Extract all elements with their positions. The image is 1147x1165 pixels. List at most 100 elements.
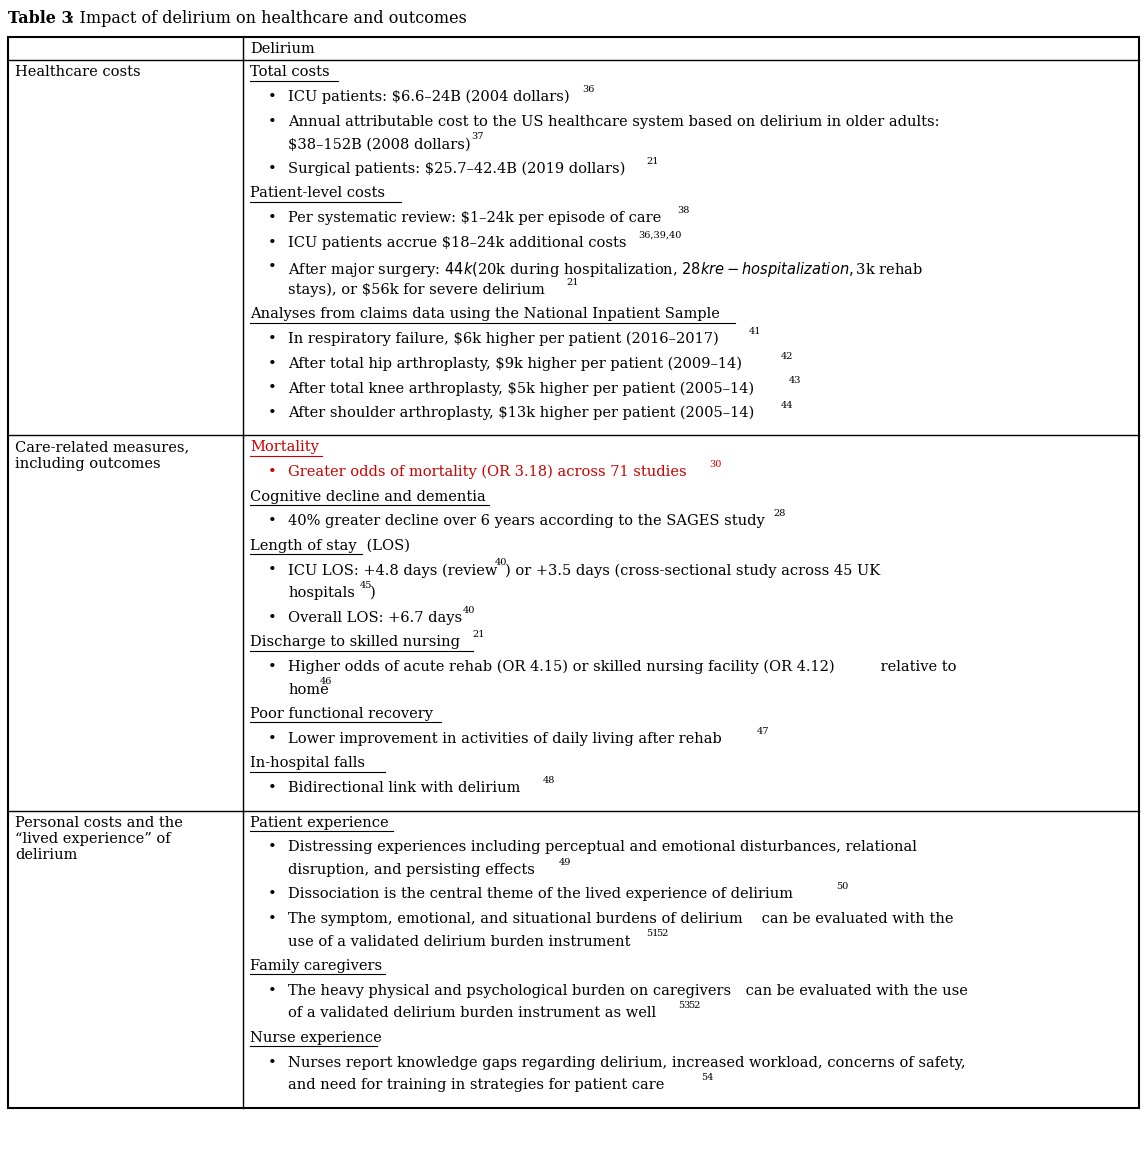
Text: and need for training in strategies for patient care: and need for training in strategies for … — [288, 1078, 664, 1092]
Text: •: • — [268, 211, 276, 225]
Text: ) or +3.5 days (cross-sectional study across 45 UK: ) or +3.5 days (cross-sectional study ac… — [506, 564, 881, 578]
Text: 45: 45 — [360, 581, 372, 589]
Text: Table 3: Table 3 — [8, 10, 72, 27]
Text: 50: 50 — [836, 882, 849, 891]
Text: 21: 21 — [473, 630, 485, 640]
Text: (LOS): (LOS) — [361, 539, 409, 553]
Text: After major surgery: $44k ($20k during hospitalization, $28k re-hospitalization,: After major surgery: $44k ($20k during h… — [288, 260, 923, 280]
Text: Discharge to skilled nursing: Discharge to skilled nursing — [250, 635, 460, 649]
Text: 40% greater decline over 6 years according to the SAGES study: 40% greater decline over 6 years accordi… — [288, 514, 765, 528]
Text: Care-related measures,
including outcomes: Care-related measures, including outcome… — [15, 440, 189, 471]
Text: Nurse experience: Nurse experience — [250, 1031, 382, 1045]
Text: Patient experience: Patient experience — [250, 816, 389, 829]
Text: Surgical patients: $25.7–42.4B (2019 dollars): Surgical patients: $25.7–42.4B (2019 dol… — [288, 162, 625, 176]
Text: $38–152B (2008 dollars): $38–152B (2008 dollars) — [288, 137, 471, 151]
Text: Mortality: Mortality — [250, 440, 319, 454]
Text: In respiratory failure, $6k higher per patient (2016–2017): In respiratory failure, $6k higher per p… — [288, 332, 719, 346]
Text: Family caregivers: Family caregivers — [250, 959, 382, 973]
Text: 54: 54 — [702, 1073, 713, 1082]
Text: : Impact of delirium on healthcare and outcomes: : Impact of delirium on healthcare and o… — [69, 10, 467, 27]
Text: •: • — [268, 912, 276, 926]
Text: 43: 43 — [789, 376, 802, 386]
Text: Personal costs and the
“lived experience” of
delirium: Personal costs and the “lived experience… — [15, 816, 182, 862]
Text: 40: 40 — [494, 558, 507, 567]
Text: •: • — [268, 610, 276, 624]
Text: 51: 51 — [646, 930, 658, 939]
Text: Cognitive decline and dementia: Cognitive decline and dementia — [250, 489, 486, 503]
Text: relative to: relative to — [876, 659, 957, 673]
Text: •: • — [268, 332, 276, 346]
Text: •: • — [268, 983, 276, 997]
Text: Delirium: Delirium — [250, 42, 315, 56]
Text: ): ) — [370, 586, 376, 600]
Text: Length of stay: Length of stay — [250, 539, 357, 553]
Text: Greater odds of mortality (OR 3.18) across 71 studies: Greater odds of mortality (OR 3.18) acro… — [288, 465, 687, 480]
Text: ICU LOS: +4.8 days (review: ICU LOS: +4.8 days (review — [288, 564, 498, 578]
Text: 44: 44 — [781, 401, 794, 410]
Text: ICU patients accrue $18–24k additional costs: ICU patients accrue $18–24k additional c… — [288, 235, 626, 249]
Text: After shoulder arthroplasty, $13k higher per patient (2005–14): After shoulder arthroplasty, $13k higher… — [288, 405, 755, 421]
Text: 52: 52 — [688, 1001, 701, 1010]
Text: Dissociation is the central theme of the lived experience of delirium: Dissociation is the central theme of the… — [288, 888, 794, 902]
Text: •: • — [268, 732, 276, 746]
Text: •: • — [268, 781, 276, 795]
Text: 28: 28 — [773, 509, 786, 518]
Text: Bidirectional link with delirium: Bidirectional link with delirium — [288, 781, 521, 795]
Text: The heavy physical and psychological burden on caregivers: The heavy physical and psychological bur… — [288, 983, 732, 997]
Text: After total knee arthroplasty, $5k higher per patient (2005–14): After total knee arthroplasty, $5k highe… — [288, 381, 755, 396]
Text: Healthcare costs: Healthcare costs — [15, 65, 141, 79]
Text: •: • — [268, 235, 276, 249]
Text: Per systematic review: $1–24k per episode of care: Per systematic review: $1–24k per episod… — [288, 211, 662, 225]
Text: Analyses from claims data using the National Inpatient Sample: Analyses from claims data using the Nati… — [250, 308, 720, 322]
Text: 53: 53 — [678, 1001, 690, 1010]
Text: home: home — [288, 683, 329, 697]
Text: 30: 30 — [710, 460, 721, 469]
Text: Distressing experiences including perceptual and emotional disturbances, relatio: Distressing experiences including percep… — [288, 840, 918, 854]
Text: •: • — [268, 260, 276, 274]
Text: 41: 41 — [749, 327, 762, 336]
Text: The symptom, emotional, and situational burdens of delirium: The symptom, emotional, and situational … — [288, 912, 743, 926]
Text: Total costs: Total costs — [250, 65, 330, 79]
Text: •: • — [268, 465, 276, 479]
Text: •: • — [268, 888, 276, 902]
Text: •: • — [268, 405, 276, 419]
Text: Nurses report knowledge gaps regarding delirium, increased workload, concerns of: Nurses report knowledge gaps regarding d… — [288, 1055, 966, 1069]
Text: 49: 49 — [559, 857, 571, 867]
Text: •: • — [268, 162, 276, 176]
Text: •: • — [268, 659, 276, 673]
Text: 48: 48 — [543, 776, 555, 785]
Text: Poor functional recovery: Poor functional recovery — [250, 707, 434, 721]
Text: can be evaluated with the: can be evaluated with the — [757, 912, 953, 926]
Text: stays), or $56k for severe delirium: stays), or $56k for severe delirium — [288, 283, 545, 297]
Text: •: • — [268, 514, 276, 528]
Text: 42: 42 — [781, 352, 794, 360]
Text: •: • — [268, 840, 276, 854]
Text: In-hospital falls: In-hospital falls — [250, 756, 365, 770]
Text: 52: 52 — [656, 930, 669, 939]
Text: After total hip arthroplasty, $9k higher per patient (2009–14): After total hip arthroplasty, $9k higher… — [288, 356, 742, 370]
Text: Patient-level costs: Patient-level costs — [250, 186, 385, 200]
Text: •: • — [268, 356, 276, 370]
Text: Lower improvement in activities of daily living after rehab: Lower improvement in activities of daily… — [288, 732, 721, 746]
Text: •: • — [268, 381, 276, 395]
Text: 38: 38 — [678, 206, 690, 214]
Text: •: • — [268, 564, 276, 578]
Text: Higher odds of acute rehab (OR 4.15) or skilled nursing facility (OR 4.12): Higher odds of acute rehab (OR 4.15) or … — [288, 659, 835, 675]
Text: •: • — [268, 90, 276, 104]
Text: ICU patients: $6.6–24B (2004 dollars): ICU patients: $6.6–24B (2004 dollars) — [288, 90, 570, 105]
Text: 47: 47 — [757, 727, 770, 735]
Text: use of a validated delirium burden instrument: use of a validated delirium burden instr… — [288, 934, 631, 948]
Text: 40: 40 — [463, 606, 476, 615]
Text: 21: 21 — [567, 277, 579, 287]
Text: 36: 36 — [583, 85, 594, 94]
Text: of a validated delirium burden instrument as well: of a validated delirium burden instrumen… — [288, 1007, 656, 1021]
Text: 37: 37 — [471, 132, 484, 141]
Text: 21: 21 — [646, 157, 658, 165]
Text: •: • — [268, 114, 276, 128]
Text: disruption, and persisting effects: disruption, and persisting effects — [288, 863, 536, 877]
Text: Annual attributable cost to the US healthcare system based on delirium in older : Annual attributable cost to the US healt… — [288, 114, 939, 128]
Text: •: • — [268, 1055, 276, 1069]
Text: 46: 46 — [320, 677, 333, 686]
Text: hospitals: hospitals — [288, 586, 356, 600]
Text: can be evaluated with the use: can be evaluated with the use — [741, 983, 968, 997]
